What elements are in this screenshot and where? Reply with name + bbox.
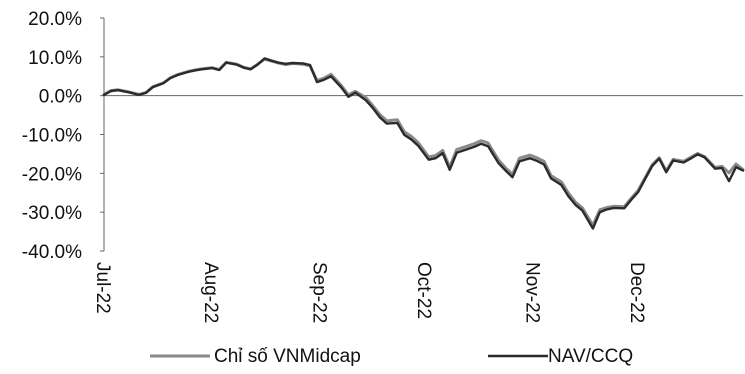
legend-label: NAV/CCQ: [548, 346, 633, 367]
x-tick-label: Oct-22: [413, 262, 434, 319]
series-line-vnmidcap: [102, 57, 745, 227]
x-tick-label: Aug-22: [200, 262, 221, 323]
x-tick-label: Dec-22: [626, 262, 647, 323]
x-axis-tick-labels: Jul-22 Aug-22 Sep-22 Oct-22 Nov-22 Dec-22: [92, 262, 647, 323]
y-tick-label: -30.0%: [22, 203, 82, 224]
legend-label: Chỉ số VNMidcap: [214, 346, 361, 367]
y-tick-label: -20.0%: [22, 164, 82, 185]
x-tick-label: Jul-22: [92, 262, 113, 314]
y-tick-label: 20.0%: [28, 9, 82, 30]
axes: [103, 18, 743, 251]
y-tick-label: 10.0%: [28, 48, 82, 69]
x-tick-label: Sep-22: [308, 262, 329, 323]
y-tick-label: 0.0%: [39, 87, 82, 108]
x-tick-label: Nov-22: [521, 262, 542, 323]
legend: Chỉ số VNMidcap NAV/CCQ: [150, 346, 633, 367]
y-axis-tick-labels: 20.0% 10.0% 0.0% -10.0% -20.0% -30.0% -40.0%: [22, 9, 104, 263]
series-lines: [102, 57, 745, 230]
y-tick-label: -40.0%: [22, 242, 82, 263]
y-tick-label: -10.0%: [22, 126, 82, 147]
series-line-nav-ccq: [102, 57, 745, 230]
